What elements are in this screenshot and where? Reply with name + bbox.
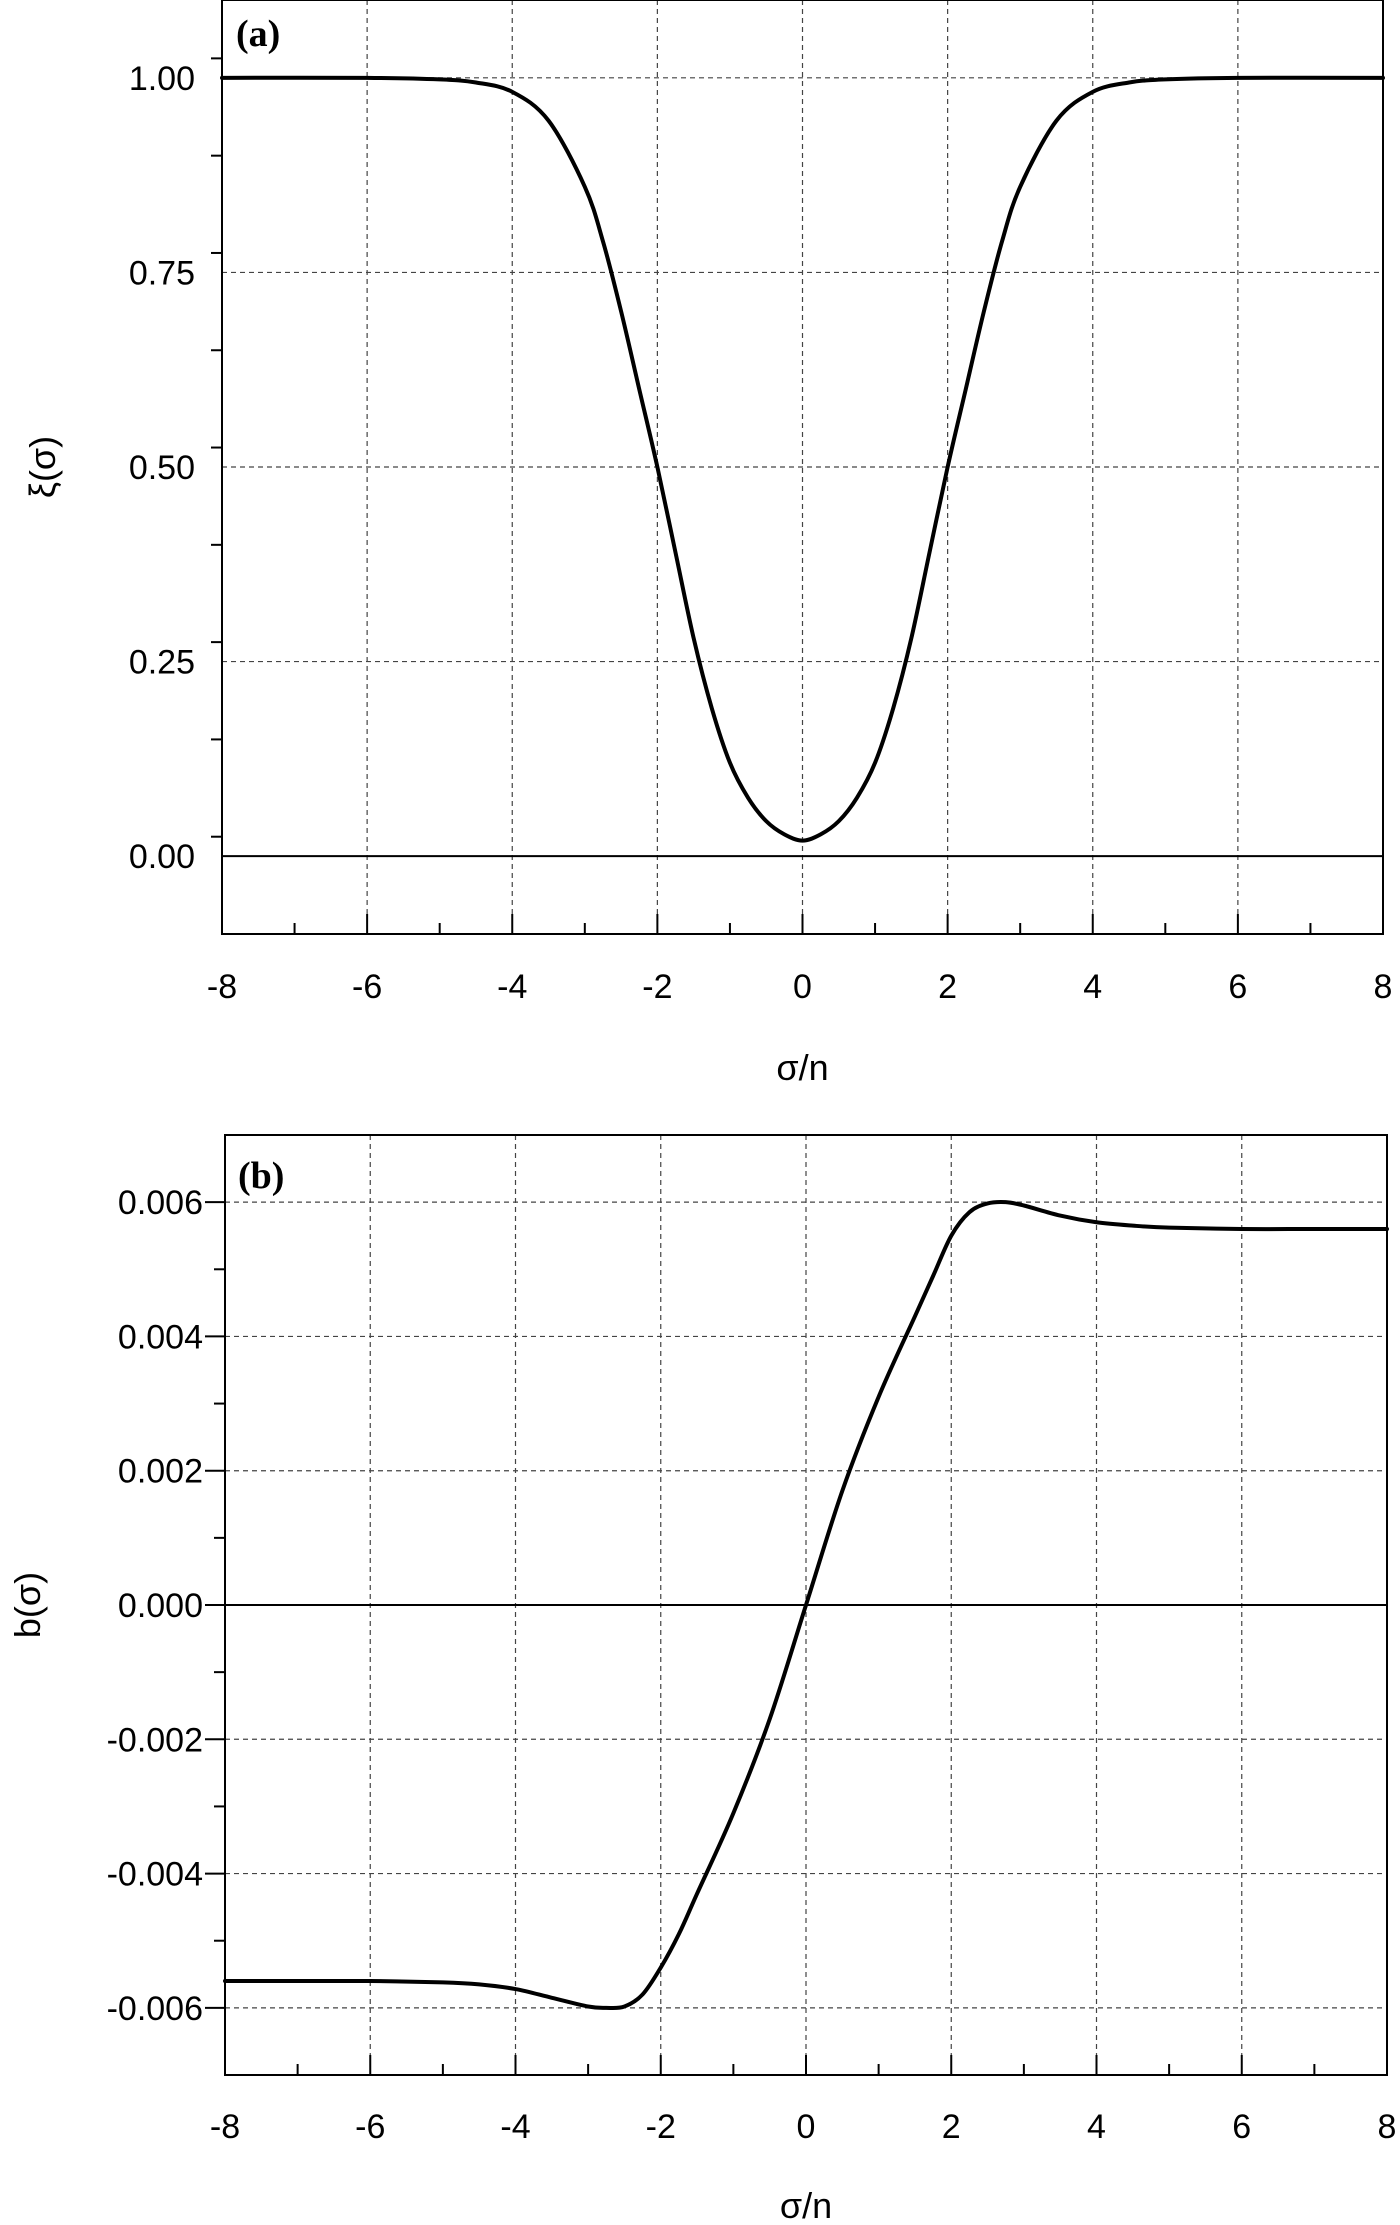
x-tick-label: -6 [352, 968, 382, 1006]
panel-a-chart: -8 -6 -4 -2 0 2 4 6 8 0.00 0.25 0.50 0.75 1.00 σ/n ξ(σ)… [22, 0, 1392, 1088]
y-tick-label: -0.006 [107, 1990, 203, 2028]
x-axis-ticks [221, 914, 1384, 934]
y-tick-label: 0.50 [129, 449, 195, 487]
x-axis-title: σ/n [780, 2185, 832, 2225]
data-curve [223, 1199, 1389, 2011]
y-tick-label: 0.004 [118, 1318, 203, 1356]
y-tick-label: 0.000 [118, 1587, 203, 1625]
data-curve [220, 75, 1385, 843]
panel-b-chart: -8 -6 -4 -2 0 2 4 6 8 -0.006 -0.004 -0.002 0.000 0.00… [7, 1134, 1397, 2225]
y-axis-title: b(σ) [7, 1572, 48, 1638]
y-tick-label: -0.002 [107, 1721, 203, 1759]
x-tick-label: 0 [797, 2108, 816, 2146]
x-tick-label: -6 [355, 2108, 385, 2146]
y-tick-label: 0.00 [129, 838, 195, 876]
x-axis-ticks [224, 2055, 1388, 2075]
panel-label: (b) [238, 1155, 284, 1197]
y-tick-label: 0.25 [129, 644, 195, 682]
x-tick-label: 4 [1087, 2108, 1106, 2146]
x-axis-title: σ/n [776, 1047, 828, 1088]
x-tick-label: 8 [1378, 2108, 1397, 2146]
gridlines [222, 0, 1383, 934]
x-tick-label: -8 [207, 968, 237, 1006]
x-tick-label: 2 [942, 2108, 961, 2146]
x-tick-label: -2 [642, 968, 672, 1006]
x-tick-label: -4 [497, 968, 527, 1006]
y-tick-label: 0.75 [129, 254, 195, 292]
y-tick-label: 1.00 [129, 60, 195, 98]
y-tick-label: 0.006 [118, 1184, 203, 1222]
x-tick-label: 6 [1228, 968, 1247, 1006]
x-tick-label: -4 [500, 2108, 530, 2146]
x-tick-label: 4 [1083, 968, 1102, 1006]
y-axis-ticks [205, 1201, 225, 2009]
y-axis-ticks [211, 57, 222, 838]
x-tick-label: -2 [646, 2108, 676, 2146]
x-tick-label: 2 [938, 968, 957, 1006]
panel-label: (a) [236, 13, 280, 55]
x-tick-label: -8 [210, 2108, 240, 2146]
x-tick-label: 8 [1374, 968, 1393, 1006]
y-axis-title: ξ(σ) [22, 436, 63, 498]
x-tick-label: 6 [1232, 2108, 1251, 2146]
x-tick-label: 0 [793, 968, 812, 1006]
y-tick-label: -0.004 [107, 1856, 203, 1894]
y-tick-label: 0.002 [118, 1453, 203, 1491]
